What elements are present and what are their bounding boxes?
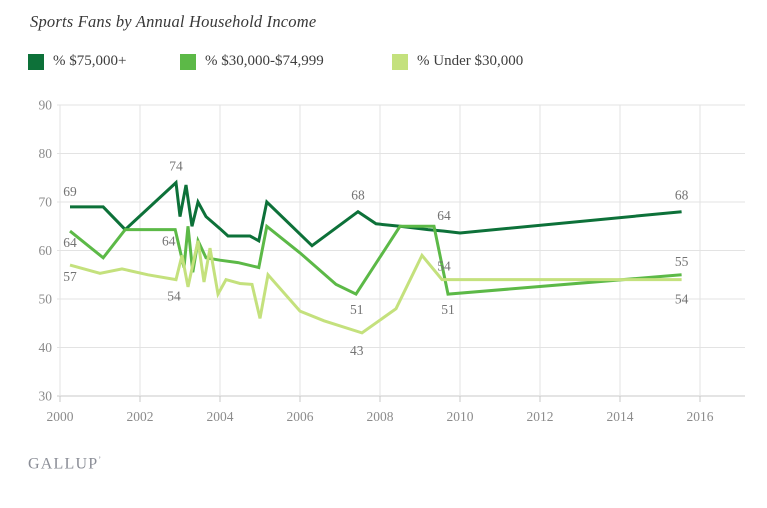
x-tick-label: 2014: [607, 409, 634, 424]
legend-swatch-30k-75k-icon: [180, 53, 196, 70]
y-tick-label: 80: [39, 146, 53, 161]
x-tick-label: 2008: [367, 409, 394, 424]
legend-label-under-30k: % Under $30,000: [417, 53, 524, 69]
point-label: 54: [167, 289, 181, 304]
legend-swatch-75k-plus-icon: [28, 53, 44, 70]
point-label: 68: [351, 188, 365, 203]
point-label: 54: [437, 259, 451, 274]
point-label: 64: [63, 235, 77, 250]
chart-title: Sports Fans by Annual Household Income: [30, 12, 317, 31]
point-label: 54: [675, 292, 689, 307]
y-tick-label: 30: [39, 389, 53, 404]
legend-item-30k-75k: % $30,000-$74,999: [180, 53, 324, 70]
series-line-1: [69, 223, 682, 297]
x-tick-label: 2016: [687, 409, 714, 424]
point-label: 64: [162, 234, 176, 249]
point-label: 57: [63, 269, 77, 284]
point-label: 69: [63, 184, 77, 199]
point-label: 64: [437, 208, 451, 223]
gallup-logo-text: GALLUP: [28, 455, 99, 473]
gallup-trademark-icon: ’: [98, 455, 103, 464]
x-tick-label: 2010: [447, 409, 474, 424]
x-tick-label: 2006: [287, 409, 314, 424]
legend-item-75k-plus: % $75,000+: [28, 53, 126, 70]
series-line-2: [69, 240, 682, 335]
y-tick-label: 70: [39, 195, 53, 210]
y-tick-label: 50: [39, 292, 53, 307]
x-tick-label: 2000: [47, 409, 74, 424]
y-tick-label: 40: [39, 340, 53, 355]
point-label: 43: [350, 343, 364, 358]
point-label: 68: [675, 188, 689, 203]
x-tick-label: 2012: [527, 409, 554, 424]
y-tick-label: 90: [39, 98, 53, 113]
point-label: 51: [441, 302, 455, 317]
legend-swatch-under-30k-icon: [392, 53, 408, 70]
point-label: 74: [169, 159, 183, 174]
x-tick-label: 2004: [207, 409, 234, 424]
legend-label-75k-plus: % $75,000+: [53, 53, 127, 69]
series-line-0: [70, 179, 682, 248]
point-label: 51: [350, 302, 364, 317]
y-tick-label: 60: [39, 243, 53, 258]
legend-label-30k-75k: % $30,000-$74,999: [205, 53, 324, 69]
x-tick-label: 2002: [127, 409, 154, 424]
point-label: 55: [675, 254, 689, 269]
legend-item-under-30k: % Under $30,000: [392, 53, 523, 70]
gallup-logo: GALLUP’: [28, 455, 102, 473]
